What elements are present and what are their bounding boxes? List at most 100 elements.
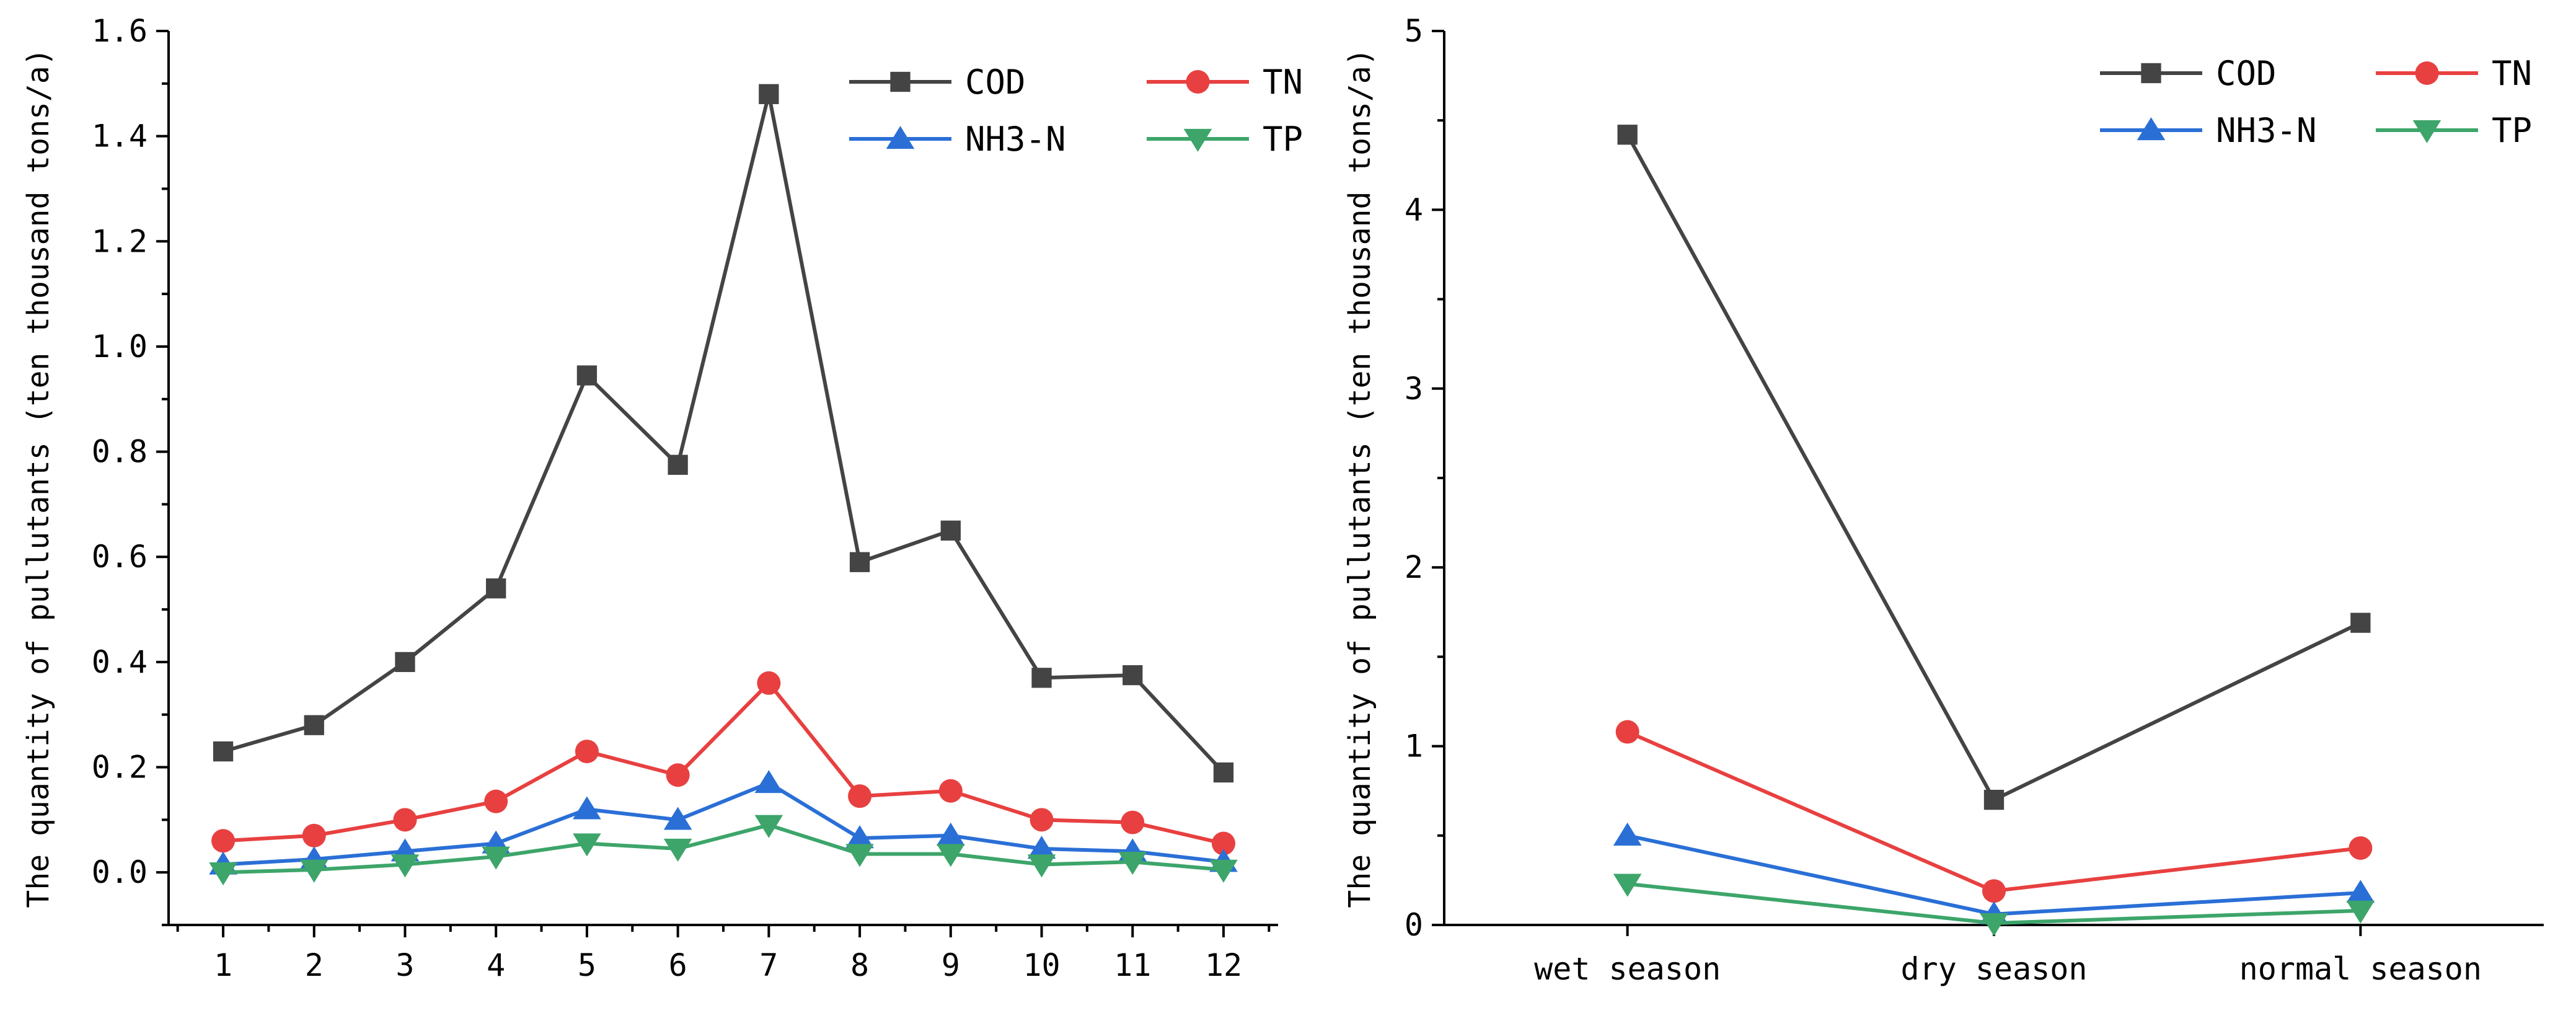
data-point-tp <box>1209 859 1238 883</box>
series-line-nh3-n <box>223 781 1224 867</box>
y-tick-label: 1.0 <box>92 329 148 365</box>
data-point-cod <box>1213 762 1234 783</box>
legend-marker-nh3-n <box>2137 117 2166 141</box>
y-tick-label: 5 <box>1405 13 1423 49</box>
x-tick-label: 8 <box>850 947 869 983</box>
data-point-cod <box>940 520 961 541</box>
data-point-tp <box>390 854 420 878</box>
data-point-tp <box>1613 874 1642 897</box>
y-tick-label: 0.4 <box>92 644 148 680</box>
data-point-tp <box>845 844 874 867</box>
data-point-nh3-n <box>754 770 783 794</box>
left-chart: 0.00.20.40.60.81.01.21.41.61 2 3 4 5 6 7 8 9 10 11… <box>21 13 1303 983</box>
legend-marker-tn <box>2415 61 2439 85</box>
y-tick-label: 1.2 <box>92 223 148 259</box>
data-point-cod <box>1617 125 1638 145</box>
data-point-cod <box>668 454 688 475</box>
x-tick-label: 2 <box>305 947 324 983</box>
x-tick-label: wet season <box>1534 951 1721 987</box>
data-point-nh3-n <box>663 807 692 830</box>
data-point-cod <box>576 365 598 386</box>
data-point-tn <box>1211 831 1235 856</box>
x-tick-label: 5 <box>578 947 596 983</box>
data-point-tn <box>848 784 872 808</box>
data-point-cod <box>759 84 779 104</box>
y-tick-label: 1.4 <box>92 118 148 154</box>
series-line-cod <box>1626 133 2362 802</box>
right-chart: 0 1 2 3 4 5 wet season dry season normal season T… <box>1343 13 2544 987</box>
legend-label-cod: COD <box>2216 54 2277 93</box>
legend-marker-tn <box>1186 70 1210 94</box>
legend-label-nh3-n: NH3-N <box>2216 111 2317 150</box>
x-tick-label: 12 <box>1205 947 1242 983</box>
data-point-tn <box>757 671 781 695</box>
data-point-tn <box>302 823 326 847</box>
y-tick-label: 0.0 <box>92 854 148 890</box>
x-tick-label: 4 <box>487 947 505 983</box>
data-point-cod <box>1123 665 1143 686</box>
data-point-tn <box>1030 808 1054 832</box>
data-point-cod <box>395 652 415 673</box>
y-tick-label: 2 <box>1405 549 1423 585</box>
x-tick-label: 9 <box>942 947 960 983</box>
data-point-tn <box>575 740 599 764</box>
data-point-tp <box>1118 852 1147 875</box>
data-point-cod <box>849 552 870 572</box>
y-tick-label: 1.6 <box>92 13 148 49</box>
data-point-tn <box>393 808 417 832</box>
x-tick-label: 6 <box>669 947 687 983</box>
legend-label-tp: TP <box>1263 120 1303 159</box>
data-point-nh3-n <box>845 825 874 849</box>
y-tick-label: 3 <box>1405 371 1423 407</box>
data-point-tp <box>2346 900 2375 924</box>
data-point-tp <box>573 833 601 857</box>
legend-label-tn: TN <box>1263 63 1303 102</box>
x-tick-label: normal season <box>2239 951 2482 987</box>
data-point-nh3-n <box>1613 822 1642 846</box>
x-tick-label: dry season <box>1900 951 2087 987</box>
legend-label-nh3-n: NH3-N <box>965 120 1066 159</box>
data-point-tp <box>209 862 237 886</box>
legend-marker-tp <box>1183 128 1212 152</box>
data-point-tn <box>484 789 508 813</box>
data-point-tn <box>1121 810 1145 834</box>
data-point-tn <box>1615 720 1639 744</box>
data-point-tp <box>482 846 510 870</box>
data-point-cod <box>304 715 324 735</box>
data-point-tp <box>937 844 965 867</box>
data-point-nh3-n <box>1027 836 1056 859</box>
data-point-nh3-n <box>2346 880 2375 903</box>
y-axis-title: The quantity of pullutants (ten thousand… <box>1343 48 1377 908</box>
x-tick-label: 1 <box>214 947 232 983</box>
series-line-tn <box>223 681 1224 846</box>
x-tick-label: 11 <box>1114 947 1151 983</box>
y-axis-title: The quantity of pullutants (ten thousand… <box>21 48 56 908</box>
data-point-nh3-n <box>937 822 965 846</box>
legend-marker-nh3-n <box>886 126 915 149</box>
data-point-tn <box>211 829 236 853</box>
data-point-cod <box>213 741 234 762</box>
x-tick-label: 10 <box>1023 947 1060 983</box>
data-point-tp <box>1980 913 2008 937</box>
x-tick-label: 3 <box>395 947 414 983</box>
y-tick-label: 0.6 <box>92 539 148 575</box>
y-tick-label: 4 <box>1405 192 1423 228</box>
data-point-tp <box>299 859 329 883</box>
data-point-tp <box>1027 854 1056 878</box>
y-tick-label: 1 <box>1405 728 1423 764</box>
series-line-cod <box>223 92 1225 774</box>
data-point-tn <box>2349 836 2373 860</box>
legend-marker-tp <box>2412 120 2441 143</box>
series-line-tp <box>223 823 1224 875</box>
x-tick-label: 7 <box>759 947 778 983</box>
y-tick-label: 0.8 <box>92 434 148 470</box>
data-point-cod <box>486 578 506 599</box>
series-line-tn <box>1626 730 2361 893</box>
data-point-tn <box>938 779 963 803</box>
data-point-cod <box>2350 613 2371 633</box>
legend-marker-cod <box>890 71 911 92</box>
data-point-cod <box>1983 789 2005 810</box>
legend-label-tp: TP <box>2492 111 2532 150</box>
data-point-tp <box>663 838 692 862</box>
